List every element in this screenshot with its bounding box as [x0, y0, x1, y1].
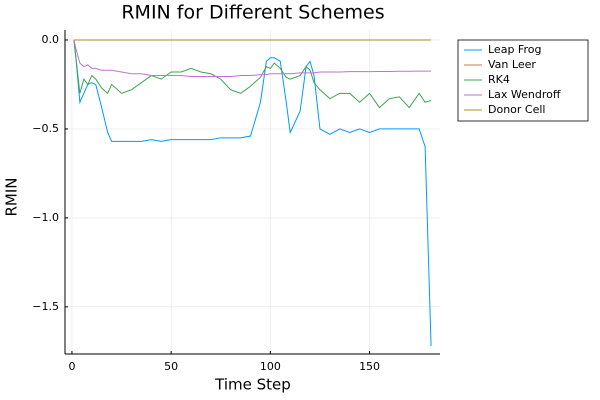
line-series: [73, 39, 432, 77]
x-tick-label: 150: [359, 360, 380, 373]
x-tick-label: 50: [164, 360, 178, 373]
legend-label: Van Leer: [488, 58, 536, 71]
y-tick-label: −0.5: [32, 122, 59, 135]
y-axis-label: RMIN: [3, 177, 21, 216]
legend-label: RK4: [488, 73, 510, 86]
x-axis-label: Time Step: [214, 376, 291, 394]
y-tick-label: 0.0: [42, 33, 60, 46]
x-tick-label: 0: [68, 360, 75, 373]
line-series: [73, 39, 432, 109]
y-tick-label: −1.5: [32, 300, 59, 313]
y-tick-label: −1.0: [32, 211, 59, 224]
line-series: [73, 39, 432, 347]
legend-label: Leap Frog: [488, 43, 541, 56]
chart-title: RMIN for Different Schemes: [121, 2, 384, 24]
legend-label: Donor Cell: [488, 103, 545, 116]
legend-label: Lax Wendroff: [488, 88, 561, 101]
x-tick-label: 100: [260, 360, 281, 373]
